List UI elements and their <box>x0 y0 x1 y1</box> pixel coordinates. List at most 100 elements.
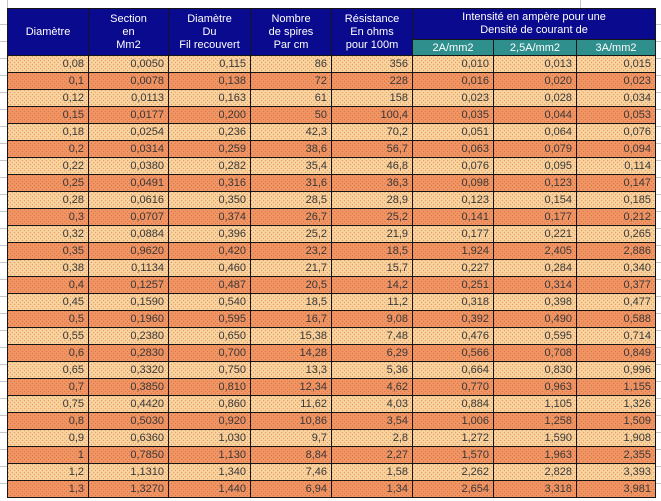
table-cell[interactable]: 0,5 <box>7 310 89 328</box>
table-cell[interactable]: 3,318 <box>493 480 577 498</box>
table-cell[interactable]: 0,460 <box>168 259 251 277</box>
table-cell[interactable]: 0,708 <box>493 344 577 362</box>
table-cell[interactable]: 0,588 <box>575 310 657 328</box>
table-cell[interactable]: 14,28 <box>250 344 332 362</box>
table-cell[interactable]: 1,030 <box>168 429 251 447</box>
table-cell[interactable]: 0,314 <box>493 276 577 294</box>
table-cell[interactable]: 9,08 <box>331 310 413 328</box>
table-cell[interactable]: 0,420 <box>168 242 251 260</box>
table-cell[interactable]: 4,03 <box>331 395 413 413</box>
table-cell[interactable]: 0,251 <box>412 276 494 294</box>
table-cell[interactable]: 0,810 <box>168 378 251 396</box>
table-cell[interactable]: 100,4 <box>331 106 413 124</box>
table-cell[interactable]: 0,9 <box>7 429 89 447</box>
table-cell[interactable]: 0,664 <box>412 361 494 379</box>
table-cell[interactable]: 0,65 <box>7 361 89 379</box>
table-cell[interactable]: 0,374 <box>168 208 251 226</box>
table-cell[interactable]: 0,185 <box>575 191 657 209</box>
table-cell[interactable]: 0,32 <box>7 225 89 243</box>
table-cell[interactable]: 0,28 <box>7 191 89 209</box>
table-cell[interactable]: 0,398 <box>493 293 577 311</box>
table-cell[interactable]: 61 <box>250 89 332 107</box>
table-cell[interactable]: 1,924 <box>412 242 494 260</box>
table-cell[interactable]: 0,095 <box>493 157 577 175</box>
table-cell[interactable]: 0,0314 <box>88 140 169 158</box>
table-cell[interactable]: 2,27 <box>331 446 413 464</box>
table-cell[interactable]: 0,1257 <box>88 276 169 294</box>
table-cell[interactable]: 0,996 <box>575 361 657 379</box>
table-cell[interactable]: 25,2 <box>250 225 332 243</box>
table-cell[interactable]: 0,221 <box>493 225 577 243</box>
table-cell[interactable]: 158 <box>331 89 413 107</box>
table-cell[interactable]: 0,700 <box>168 344 251 362</box>
table-cell[interactable]: 18,5 <box>250 293 332 311</box>
table-cell[interactable]: 1,3270 <box>88 480 169 498</box>
table-cell[interactable]: 1,58 <box>331 463 413 481</box>
table-cell[interactable]: 0,1134 <box>88 259 169 277</box>
table-cell[interactable]: 0,22 <box>7 157 89 175</box>
table-cell[interactable]: 0,154 <box>493 191 577 209</box>
table-cell[interactable]: 0,163 <box>168 89 251 107</box>
column-header-diametre-fil[interactable]: Diamètre Du Fil recouvert <box>168 8 251 56</box>
column-header-densite-3a[interactable]: 3A/mm2 <box>575 39 657 56</box>
table-cell[interactable]: 0,063 <box>412 140 494 158</box>
table-cell[interactable]: 0,227 <box>412 259 494 277</box>
table-cell[interactable]: 0,12 <box>7 89 89 107</box>
table-cell[interactable]: 2,355 <box>575 446 657 464</box>
table-cell[interactable]: 2,654 <box>412 480 494 498</box>
table-cell[interactable]: 0,259 <box>168 140 251 158</box>
table-cell[interactable]: 0,650 <box>168 327 251 345</box>
table-cell[interactable]: 0,284 <box>493 259 577 277</box>
table-cell[interactable]: 4,62 <box>331 378 413 396</box>
table-cell[interactable]: 0,595 <box>493 327 577 345</box>
table-cell[interactable]: 15,38 <box>250 327 332 345</box>
table-cell[interactable]: 0,8 <box>7 412 89 430</box>
column-header-spires[interactable]: Nombre de spires Par cm <box>250 8 332 56</box>
table-cell[interactable]: 2,828 <box>493 463 577 481</box>
table-cell[interactable]: 46,8 <box>331 157 413 175</box>
table-cell[interactable]: 1,326 <box>575 395 657 413</box>
table-cell[interactable]: 0,076 <box>575 123 657 141</box>
table-cell[interactable]: 0,884 <box>412 395 494 413</box>
table-cell[interactable]: 0,350 <box>168 191 251 209</box>
table-cell[interactable]: 0,487 <box>168 276 251 294</box>
table-cell[interactable]: 0,7 <box>7 378 89 396</box>
table-cell[interactable]: 1,509 <box>575 412 657 430</box>
table-cell[interactable]: 3,981 <box>575 480 657 498</box>
table-cell[interactable]: 0,115 <box>168 55 251 73</box>
table-cell[interactable]: 0,08 <box>7 55 89 73</box>
table-cell[interactable]: 86 <box>250 55 332 73</box>
table-cell[interactable]: 0,1 <box>7 72 89 90</box>
table-cell[interactable]: 0,316 <box>168 174 251 192</box>
table-cell[interactable]: 1,340 <box>168 463 251 481</box>
table-cell[interactable]: 1,908 <box>575 429 657 447</box>
table-cell[interactable]: 0,1960 <box>88 310 169 328</box>
table-cell[interactable]: 0,490 <box>493 310 577 328</box>
table-cell[interactable]: 0,920 <box>168 412 251 430</box>
table-cell[interactable]: 0,020 <box>493 72 577 90</box>
table-cell[interactable]: 0,023 <box>412 89 494 107</box>
table-cell[interactable]: 11,62 <box>250 395 332 413</box>
table-cell[interactable]: 0,0078 <box>88 72 169 90</box>
table-cell[interactable]: 28,9 <box>331 191 413 209</box>
table-cell[interactable]: 50 <box>250 106 332 124</box>
table-cell[interactable]: 0,2 <box>7 140 89 158</box>
table-cell[interactable]: 0,595 <box>168 310 251 328</box>
table-cell[interactable]: 0,35 <box>7 242 89 260</box>
table-cell[interactable]: 8,84 <box>250 446 332 464</box>
table-cell[interactable]: 0,714 <box>575 327 657 345</box>
table-cell[interactable]: 1,272 <box>412 429 494 447</box>
table-cell[interactable]: 0,028 <box>493 89 577 107</box>
table-cell[interactable]: 7,46 <box>250 463 332 481</box>
table-cell[interactable]: 0,123 <box>412 191 494 209</box>
table-cell[interactable]: 1,963 <box>493 446 577 464</box>
table-cell[interactable]: 0,6 <box>7 344 89 362</box>
table-cell[interactable]: 0,392 <box>412 310 494 328</box>
table-cell[interactable]: 1,1310 <box>88 463 169 481</box>
table-cell[interactable]: 0,830 <box>493 361 577 379</box>
table-cell[interactable]: 0,015 <box>575 55 657 73</box>
table-cell[interactable]: 0,034 <box>575 89 657 107</box>
table-cell[interactable]: 0,7850 <box>88 446 169 464</box>
table-cell[interactable]: 0,051 <box>412 123 494 141</box>
table-cell[interactable]: 0,035 <box>412 106 494 124</box>
